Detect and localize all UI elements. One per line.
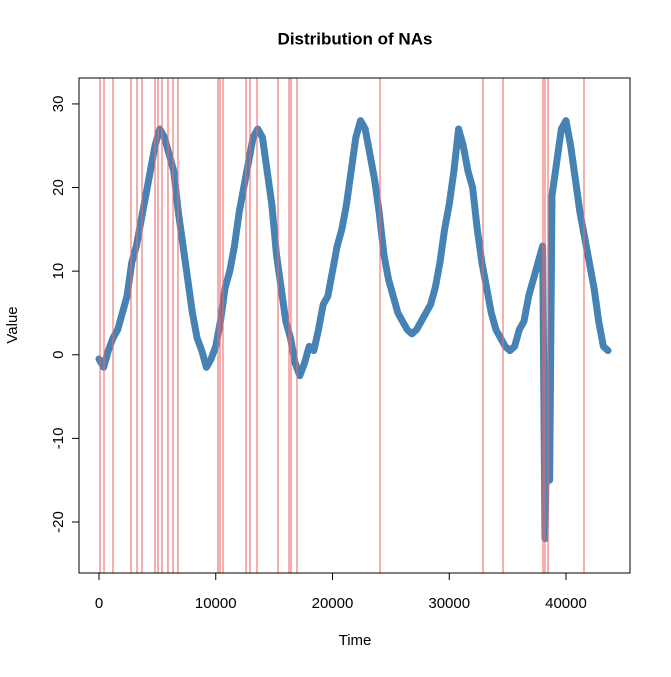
chart-title: Distribution of NAs bbox=[278, 29, 433, 48]
x-axis-label: Time bbox=[339, 632, 372, 649]
y-tick-label: 10 bbox=[50, 263, 67, 280]
y-tick-label: 0 bbox=[50, 351, 67, 359]
x-tick-label: 0 bbox=[95, 595, 103, 612]
y-axis-label: Value bbox=[4, 306, 21, 343]
x-tick-label: 20000 bbox=[312, 595, 354, 612]
y-tick-label: -20 bbox=[50, 511, 67, 533]
y-tick-label: 30 bbox=[50, 96, 67, 113]
series-line bbox=[95, 117, 612, 543]
x-tick-label: 10000 bbox=[195, 595, 237, 612]
x-tick-label: 40000 bbox=[545, 595, 587, 612]
x-tick-label: 30000 bbox=[428, 595, 470, 612]
y-tick-label: -10 bbox=[50, 428, 67, 450]
y-tick-label: 20 bbox=[50, 179, 67, 196]
